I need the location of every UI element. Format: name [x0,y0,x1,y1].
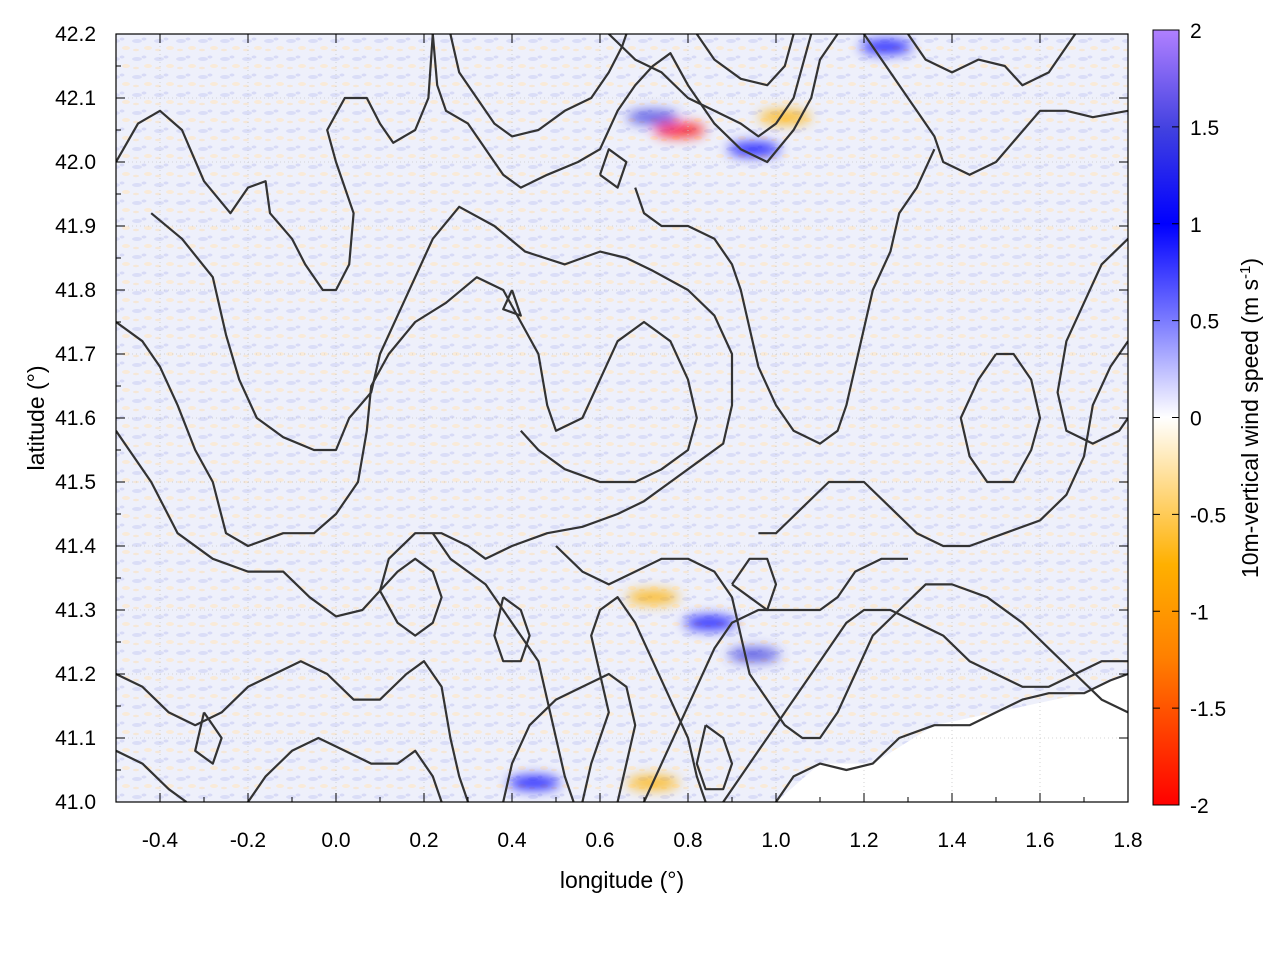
contour-line-11 [555,545,1128,740]
x-axis-label: longitude (°) [560,867,684,893]
y-tick-label-4: 41.4 [55,535,96,558]
contour-line-3 [431,34,839,189]
y-tick-label-11: 42.1 [55,87,96,110]
heatmap-highlight-3 [860,39,912,54]
y-tick-label-5: 41.5 [55,471,96,494]
colorbar-label-main: 10m-vertical wind speed (m s [1237,279,1263,578]
contour-line-2 [116,276,698,548]
colorbar-tick-label-8: 2 [1190,20,1202,43]
contour-line-21 [1056,238,1128,445]
colorbar-tick-label-6: 1 [1190,214,1202,237]
colorbar-tick-label-0: -2 [1190,795,1209,818]
x-tick-label-1: -0.2 [230,829,266,852]
heatmap-highlights [508,39,912,790]
contour-line-15 [247,736,443,802]
colorbar-label-end: ) [1237,258,1263,266]
x-tick-label-5: 0.6 [585,829,614,852]
contour-line-1 [116,205,734,618]
colorbar-tick-label-7: 1.5 [1190,117,1219,140]
colorbar-ticks: -2 -1.5 -1 -0.5 0 0.5 1 1.5 2 [1153,20,1226,818]
colorbar-label-sup: -1 [1237,266,1254,279]
contour-line-6 [695,34,795,87]
contour-line-28 [502,289,522,317]
heatmap-highlight-8 [508,775,560,790]
contour-line-24 [493,596,531,663]
heatmap-highlight-0 [653,123,706,137]
contour-line-26 [695,724,734,791]
x-axis-ticks: -0.4 -0.2 0.0 0.2 0.4 0.6 0.8 1.0 1.2 1.4 1.6 1.8 [115,34,1143,852]
y-tick-label-10: 42.0 [55,151,96,174]
contour-line-23 [379,557,443,637]
colorbar-tick-label-1: -1.5 [1190,698,1226,721]
contour-line-14 [116,749,188,802]
contour-line-18 [722,608,1128,802]
colorbar-tick-label-4: 0 [1190,408,1202,431]
y-axis-ticks: 41.0 41.1 41.2 41.3 41.4 41.5 41.6 41.7 41.8 41.9… [55,23,1128,814]
heatmap-highlight-4 [684,615,736,630]
contour-line-17 [581,596,707,802]
y-tick-label-8: 41.8 [55,279,96,302]
x-tick-label-11: 1.8 [1113,829,1142,852]
contour-line-20 [959,352,1042,484]
plot-area: -0.4 -0.2 0.0 0.2 0.4 0.6 0.8 1.0 1.2 1.4 1.6 1.8 4… [55,23,1142,852]
colorbar: -2 -1.5 -1 -0.5 0 0.5 1 1.5 2 10m-vertical wind … [1152,20,1263,818]
y-axis-label: latitude (°) [23,365,49,470]
contour-line-16 [502,672,637,802]
x-tick-label-7: 1.0 [761,829,790,852]
y-tick-label-0: 41.0 [55,791,96,814]
y-tick-label-6: 41.6 [55,407,96,430]
x-tick-label-8: 1.2 [849,829,878,852]
contour-line-10 [431,532,575,802]
contour-line-4 [449,34,628,138]
contour-line-5 [608,34,813,138]
contour-line-7 [863,34,1128,176]
y-tick-label-3: 41.3 [55,599,96,622]
y-tick-label-2: 41.2 [55,663,96,686]
heatmap-highlight-1 [626,110,679,125]
colorbar-tick-label-3: -0.5 [1190,504,1226,527]
x-tick-label-3: 0.2 [409,829,438,852]
contour-line-9 [758,340,1128,548]
x-tick-label-10: 1.6 [1025,829,1054,852]
y-tick-label-12: 42.2 [55,23,96,46]
contour-lines [116,34,1128,802]
contour-line-12 [643,557,908,802]
colorbar-tick-label-5: 0.5 [1190,311,1219,334]
x-tick-label-2: 0.0 [321,829,350,852]
contour-line-13 [116,660,470,802]
x-tick-label-9: 1.4 [937,829,967,852]
contour-line-29 [598,148,628,189]
y-tick-label-7: 41.7 [55,343,96,366]
colorbar-label: 10m-vertical wind speed (m s-1) [1237,258,1263,578]
y-tick-label-1: 41.1 [55,727,96,750]
contour-line-8 [907,34,1077,87]
x-tick-label-6: 0.8 [673,829,702,852]
contour-line-19 [775,672,1128,802]
grid [116,34,1128,802]
heatmap-highlight-5 [728,647,780,662]
contour-line-27 [194,711,223,765]
contour-line-25 [731,557,778,612]
y-tick-label-9: 41.9 [55,215,96,238]
contour-line-22 [634,148,936,445]
x-tick-label-4: 0.4 [497,829,527,852]
heatmap-highlight-6 [626,590,679,605]
colorbar-tick-label-2: -1 [1190,601,1209,624]
x-tick-label-0: -0.4 [142,829,179,852]
contour-line-0 [116,34,434,292]
heatmap-highlight-2 [728,142,780,157]
